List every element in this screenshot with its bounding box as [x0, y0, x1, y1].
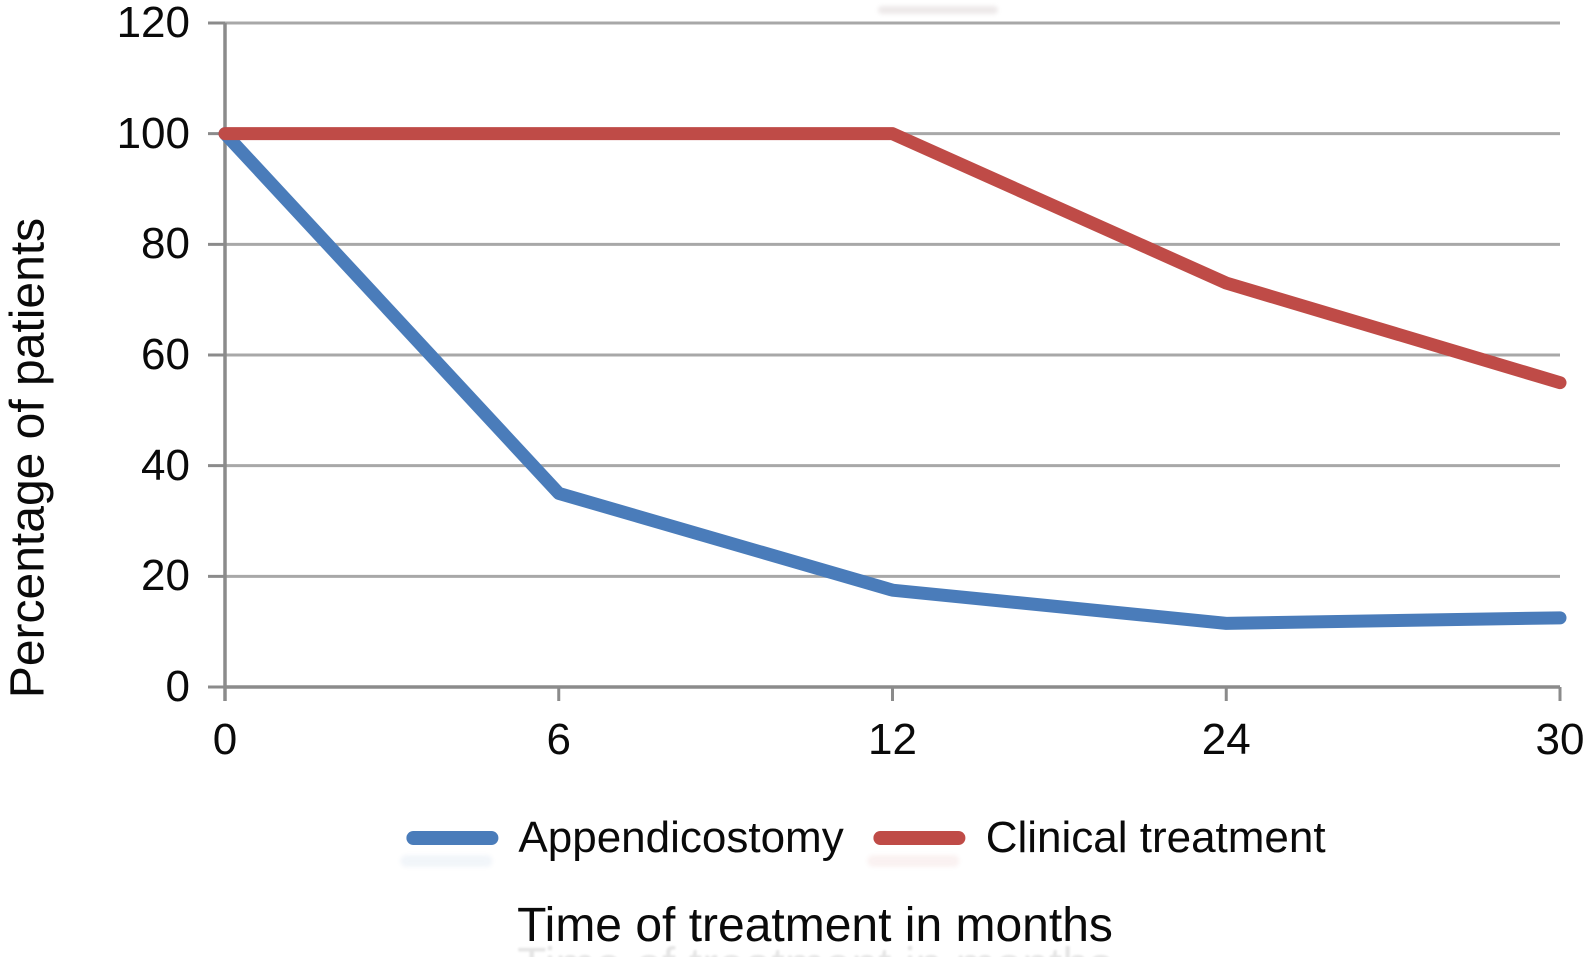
- y-tick-label-20: 20: [141, 551, 190, 601]
- x-axis-title: Time of treatment in months: [517, 899, 1113, 952]
- x-tick-label-0: 0: [212, 715, 238, 764]
- y-tick-label-0: 0: [165, 662, 190, 711]
- legend-swatch-appendicostomy: [406, 831, 499, 845]
- y-axis-title: Percentage of patients: [1, 217, 55, 699]
- y-tick-label-60: 60: [141, 330, 190, 379]
- scan-smudge-artifact: [878, 6, 998, 14]
- x-tick-label-12: 12: [868, 715, 917, 764]
- y-tick-label-40: 40: [141, 440, 190, 490]
- appendicostomy-line: [218, 127, 1567, 630]
- y-tick-label-80: 80: [141, 219, 190, 269]
- clinical-treatment-line: [218, 127, 1567, 390]
- legend-swatch-clinical-treatment: [873, 831, 966, 845]
- x-tick-label-24: 24: [1201, 715, 1251, 764]
- legend-label-clinical-treatment: Clinical treatment: [985, 813, 1326, 862]
- x-axis-title-ghost-artifact: Time of treatment in months: [517, 938, 1113, 957]
- y-tick-label-100: 100: [116, 108, 190, 158]
- legend-label-appendicostomy: Appendicostomy: [518, 813, 844, 862]
- x-tick-label-6: 6: [546, 715, 571, 764]
- y-tick-label-120: 120: [116, 0, 190, 47]
- legend-item-clinical-treatment: Clinical treatment: [873, 813, 1326, 862]
- x-tick-label-30: 30: [1535, 715, 1584, 764]
- legend: Appendicostomy Clinical treatment: [406, 813, 1326, 862]
- legend-item-appendicostomy: Appendicostomy: [406, 813, 844, 862]
